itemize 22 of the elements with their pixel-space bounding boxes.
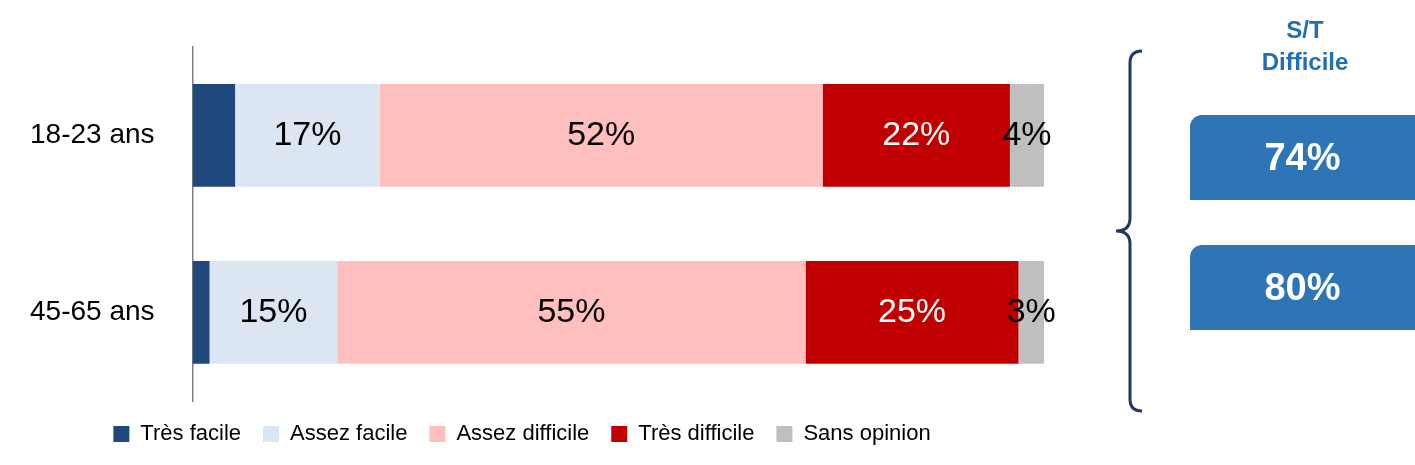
text: S/T Difficile <box>1260 15 1350 77</box>
bar <box>192 83 236 187</box>
legend-label: Très difficile <box>638 420 755 446</box>
y-tick-label: 45-65 ans <box>29 295 155 327</box>
legend-label: Assez difficile <box>456 420 590 446</box>
data-label: 25% <box>877 290 947 329</box>
bar <box>192 261 210 364</box>
bar <box>379 83 823 187</box>
y-tick-label: 18-23 ans <box>29 118 155 150</box>
data-label: 55% <box>537 290 606 329</box>
bar <box>337 261 806 364</box>
data-label: 22% <box>882 113 951 152</box>
data-label: 15% <box>239 290 308 329</box>
text: 80% <box>1190 245 1415 330</box>
text: 74% <box>1190 115 1415 200</box>
bar <box>235 83 380 187</box>
data-label: 52% <box>567 113 636 152</box>
legend-label: Très facile <box>140 420 242 446</box>
legend-label: Assez facile <box>290 420 408 446</box>
legend-label: Sans opinion <box>803 420 931 446</box>
data-label: 17% <box>273 113 342 152</box>
bar <box>209 261 338 364</box>
